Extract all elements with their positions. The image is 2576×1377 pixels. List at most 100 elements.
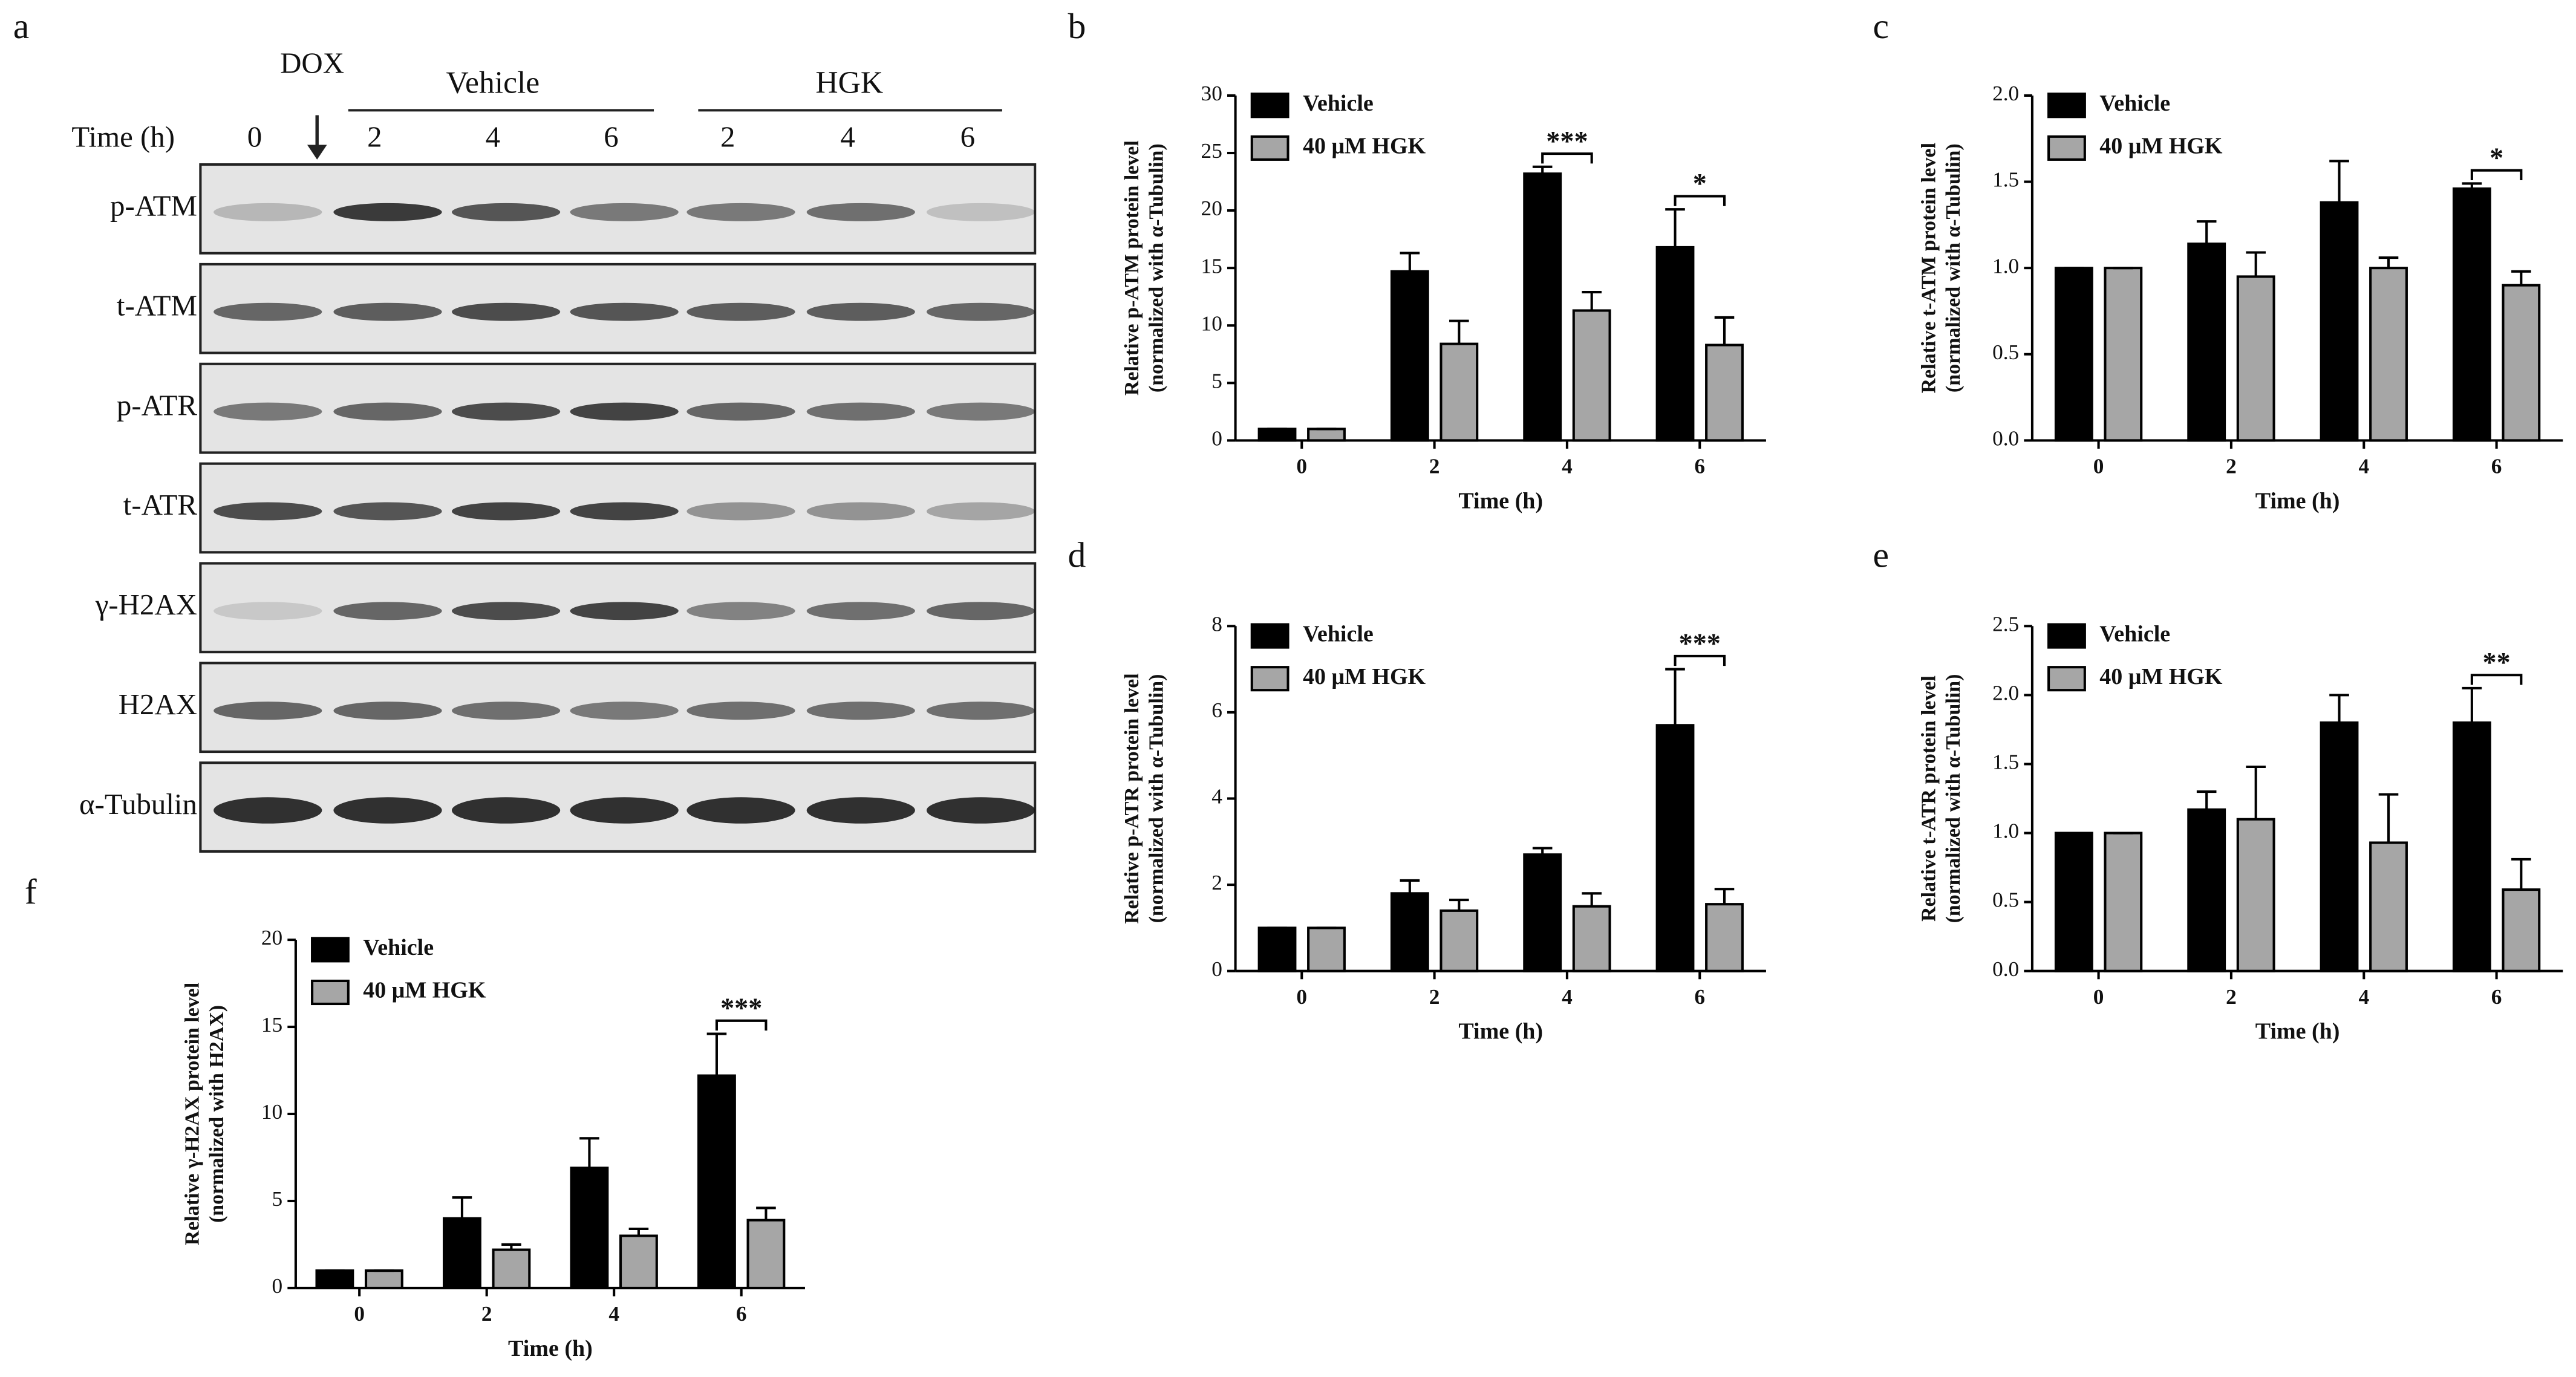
row-label: α-Tubulin <box>79 787 197 821</box>
bar <box>2187 243 2226 442</box>
error-bar <box>1449 899 1469 911</box>
error-bar <box>501 1243 521 1250</box>
band <box>686 302 795 321</box>
y-tick-label: 10 <box>1201 311 1222 335</box>
error-bar <box>452 1196 472 1219</box>
significance-bracket <box>715 1019 768 1031</box>
band <box>214 602 322 620</box>
bar <box>1572 905 1611 972</box>
error-bar <box>1714 888 1735 905</box>
band <box>570 502 679 521</box>
lane-label: 6 <box>960 120 975 154</box>
significance-bracket <box>1674 654 1726 666</box>
band <box>451 702 561 720</box>
y-tick-label: 1.0 <box>1992 819 2019 843</box>
legend-swatch <box>2047 135 2086 161</box>
band <box>806 602 915 620</box>
legend-label: 40 μM HGK <box>1303 134 1426 159</box>
x-tick-label: 2 <box>481 1302 492 1326</box>
x-tick-label: 6 <box>2491 455 2502 478</box>
bar <box>570 1167 609 1289</box>
band <box>806 702 915 720</box>
bar <box>2104 832 2143 972</box>
x-tick-label: 6 <box>1694 985 1705 1009</box>
y-tick-label: 0.5 <box>1992 340 2019 364</box>
bar <box>2369 841 2408 972</box>
y-tick-label: 0 <box>1211 426 1222 450</box>
error-bar <box>579 1137 599 1168</box>
y-tick-label: 0 <box>272 1274 283 1298</box>
bar <box>492 1248 531 1289</box>
band <box>570 797 679 824</box>
y-tick-label: 2.0 <box>1992 681 2019 705</box>
y-tick-label: 1.5 <box>1992 750 2019 774</box>
error-bar <box>2511 270 2531 285</box>
x-tick-label: 4 <box>608 1302 619 1326</box>
row-label: t-ATM <box>117 288 197 322</box>
y-axis-label: Relative p-ATR protein level <box>1121 673 1143 923</box>
band <box>451 203 561 221</box>
y-tick-label: 1.5 <box>1992 168 2019 192</box>
band <box>214 502 322 521</box>
band <box>686 502 795 521</box>
y-tick-label: 4 <box>1211 785 1222 809</box>
error-bar <box>1400 879 1420 894</box>
band <box>451 502 561 521</box>
legend-label: Vehicle <box>1303 621 1374 646</box>
x-tick-label: 6 <box>736 1302 747 1326</box>
band <box>451 302 561 321</box>
x-tick-label: 4 <box>1562 455 1573 478</box>
x-tick-label: 0 <box>1296 985 1307 1009</box>
legend-swatch <box>1250 623 1290 649</box>
bar <box>2369 267 2408 442</box>
y-tick-label: 1.0 <box>1992 254 2019 278</box>
legend-label: 40 μM HGK <box>2099 664 2223 689</box>
x-tick-label: 0 <box>354 1302 365 1326</box>
bar <box>364 1269 403 1289</box>
y-tick-label: 0.0 <box>1992 957 2019 981</box>
band <box>926 502 1035 521</box>
error-bar <box>1532 165 1553 174</box>
bar <box>1307 428 1346 442</box>
x-axis-label: Time (h) <box>2255 1019 2340 1044</box>
lane-label: 0 <box>247 120 262 154</box>
bar <box>2320 201 2359 442</box>
band <box>214 797 322 824</box>
band <box>806 302 915 321</box>
time-label: Time (h) <box>71 120 175 154</box>
bar <box>2320 721 2359 972</box>
x-tick-label: 4 <box>1562 985 1573 1009</box>
y-tick-label: 20 <box>261 926 282 949</box>
bar <box>1307 926 1346 972</box>
band <box>570 602 679 620</box>
legend-label: Vehicle <box>2099 91 2170 116</box>
significance-label: ** <box>2483 647 2511 678</box>
bar <box>1705 343 1744 442</box>
bar <box>1257 926 1297 972</box>
y-tick-label: 5 <box>272 1187 283 1211</box>
group-label: HGK <box>815 65 883 100</box>
error-bar <box>1449 319 1469 344</box>
band <box>451 602 561 620</box>
bar <box>443 1217 481 1289</box>
significance-bracket <box>1674 195 1726 206</box>
bar <box>1523 172 1562 442</box>
x-axis-label: Time (h) <box>1458 1019 1543 1044</box>
significance-label: *** <box>1546 125 1588 156</box>
bar <box>2104 267 2143 442</box>
dox-arrowhead <box>307 145 327 160</box>
error-bar <box>1665 668 1685 726</box>
bar <box>2236 275 2275 442</box>
y-axis-label: (normalized with α-Tubulin) <box>1942 674 1965 923</box>
bar <box>2236 818 2275 972</box>
error-bar <box>756 1206 776 1220</box>
band <box>333 302 442 321</box>
bar <box>1257 428 1297 442</box>
bar <box>1655 724 1695 972</box>
lane-label: 4 <box>486 120 500 154</box>
legend-swatch <box>2047 93 2086 119</box>
row-label: p-ATM <box>110 189 197 223</box>
bar <box>1440 909 1479 972</box>
y-axis-label: (normalized with α-Tubulin) <box>1942 143 1965 392</box>
